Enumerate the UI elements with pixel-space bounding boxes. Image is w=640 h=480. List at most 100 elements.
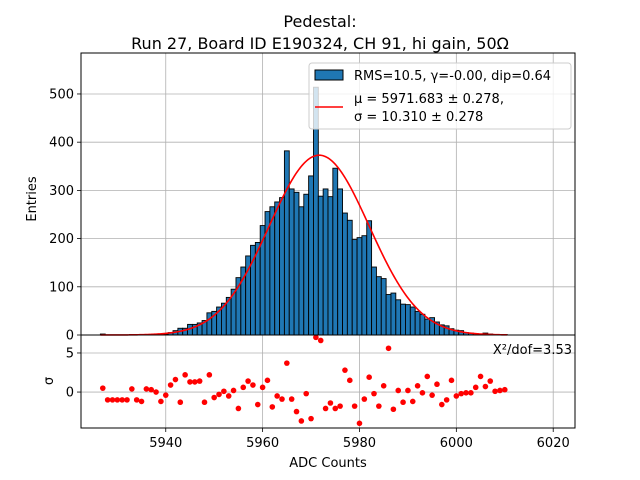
- residual-point: [225, 393, 232, 399]
- histogram-bar: [269, 206, 276, 336]
- residual-point: [477, 373, 484, 380]
- residual-point: [250, 382, 256, 388]
- residual-point: [468, 390, 474, 396]
- main-y-tick-label: 500: [49, 87, 74, 102]
- histogram-bar: [380, 278, 387, 336]
- histogram-bar: [308, 175, 314, 336]
- residual-point: [380, 382, 387, 389]
- histogram-bar: [419, 313, 426, 336]
- legend-box: [308, 62, 572, 130]
- residual-point: [298, 418, 305, 424]
- residual-point: [284, 360, 290, 366]
- histogram-bar: [424, 318, 431, 336]
- histogram-bar: [375, 276, 382, 336]
- histogram-bar: [405, 304, 411, 336]
- residual-point: [274, 393, 280, 399]
- histogram-bar: [332, 167, 339, 336]
- histogram-bar: [317, 195, 324, 336]
- residual-point: [133, 397, 140, 403]
- chart-title-line2: Run 27, Board ID E190324, CH 91, hi gain…: [131, 34, 509, 53]
- residual-point: [245, 378, 251, 384]
- residual-point: [376, 403, 382, 409]
- residual-point: [254, 401, 261, 408]
- residual-point: [221, 388, 227, 395]
- x-tick-label: 5960: [246, 436, 279, 451]
- y-axis-label-sigma: σ: [42, 377, 57, 385]
- residual-point: [458, 390, 464, 397]
- residual-point: [230, 387, 237, 394]
- residuals-axes-frame: [80, 334, 576, 429]
- histogram-bar: [414, 310, 421, 336]
- histogram-bar: [293, 191, 300, 336]
- residual-point: [308, 415, 314, 422]
- residual-point: [342, 367, 348, 373]
- residual-point: [167, 382, 174, 388]
- residual-point: [109, 397, 116, 403]
- residual-point: [472, 384, 479, 391]
- residual-point: [303, 390, 310, 397]
- residual-point: [235, 405, 242, 412]
- residual-point: [501, 386, 508, 393]
- legend-patch-histogram: [314, 69, 344, 81]
- residual-point: [443, 397, 450, 403]
- residual-point: [293, 408, 300, 415]
- residual-point: [448, 377, 455, 384]
- residual-point: [172, 376, 179, 383]
- histogram-bar: [361, 235, 368, 336]
- residual-point: [104, 397, 111, 403]
- residual-point: [492, 388, 498, 395]
- residual-point: [371, 390, 377, 397]
- histogram-bar: [385, 294, 392, 336]
- histogram-bar: [254, 241, 261, 336]
- y-axis-label-entries: Entries: [25, 176, 40, 222]
- residual-point: [390, 406, 397, 413]
- x-axis-label-adc-counts: ADC Counts: [289, 456, 367, 471]
- histogram-bar: [351, 239, 358, 336]
- histogram-bar: [409, 306, 416, 336]
- x-tick-label: 5940: [149, 436, 182, 451]
- histogram-bar: [395, 299, 402, 336]
- histogram-bar: [337, 188, 343, 336]
- residual-point: [487, 378, 494, 384]
- residual-point: [322, 405, 329, 412]
- histogram-bar: [303, 193, 310, 336]
- residual-point: [279, 396, 285, 402]
- residual-point: [346, 377, 353, 384]
- residual-point: [264, 377, 271, 384]
- residual-point: [153, 389, 159, 395]
- residual-point: [192, 379, 198, 385]
- res-y-tick-label: 0: [66, 386, 74, 401]
- residuals-y-ticks: 05: [66, 346, 81, 401]
- residual-point: [288, 396, 295, 402]
- histogram-bar: [298, 206, 305, 336]
- histogram-bar: [342, 212, 348, 336]
- chart-title-line1: Pedestal:: [283, 12, 356, 31]
- histogram-bar: [206, 312, 213, 336]
- residual-point: [162, 392, 169, 398]
- residual-point: [356, 420, 363, 427]
- gaussian-fit-curve: [100, 154, 508, 336]
- residual-point: [138, 398, 145, 405]
- main-y-tick-label: 200: [49, 232, 74, 247]
- residual-point: [269, 404, 276, 410]
- res-y-tick-label: 5: [66, 346, 74, 361]
- residual-point: [177, 399, 184, 406]
- residual-point: [424, 373, 431, 380]
- histogram-bar: [356, 237, 363, 336]
- residual-point: [337, 403, 343, 409]
- histogram-bar: [283, 150, 290, 336]
- main-y-tick-label: 100: [49, 280, 74, 295]
- legend-label-fit-sigma: σ = 10.310 ± 0.278: [354, 110, 483, 125]
- residual-point: [429, 392, 435, 398]
- histogram-bar: [279, 197, 285, 336]
- histogram-bar: [327, 196, 334, 336]
- histogram-bar: [390, 292, 397, 336]
- residual-point: [196, 378, 203, 384]
- residual-point: [129, 386, 135, 392]
- residual-point: [327, 400, 334, 406]
- histogram-bar: [288, 188, 295, 336]
- legend: RMS=10.5, γ=-0.00, dip=0.64 μ = 5971.683…: [308, 62, 572, 130]
- residual-point: [119, 397, 125, 403]
- main-y-tick-label: 300: [49, 184, 74, 199]
